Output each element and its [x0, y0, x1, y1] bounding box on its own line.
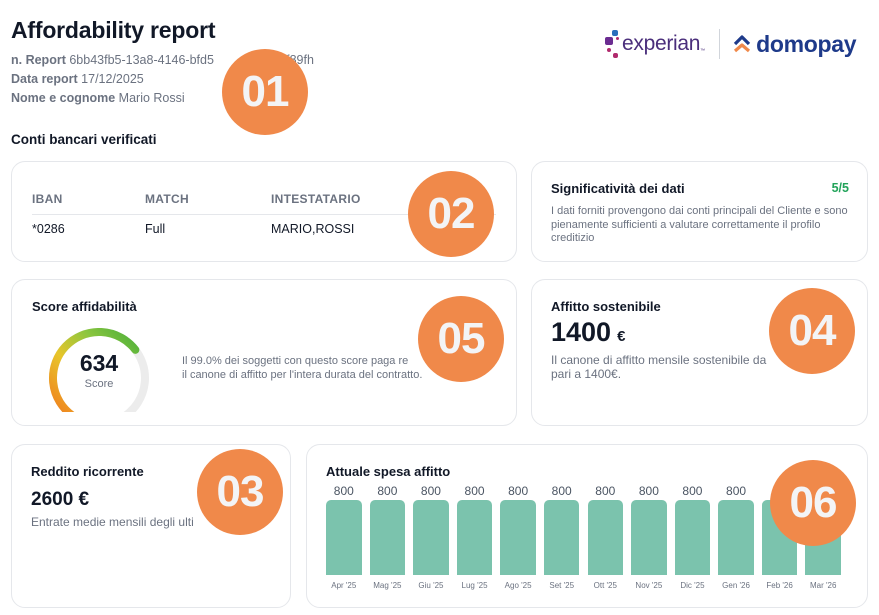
x-tick-label: Gen '26: [722, 581, 750, 590]
x-tick-label: Ott '25: [593, 581, 617, 590]
reliability-score-card: Score affidabilità 634 Score Il 99.0% de…: [11, 279, 517, 426]
score-description: Il 99.0% dei soggetti con questo score p…: [182, 355, 423, 381]
sustainable-rent-value: 1400 €: [551, 317, 626, 347]
income-value: 2600 €: [31, 489, 90, 510]
chart-bar: [500, 500, 536, 575]
score-value: 634: [79, 350, 119, 376]
customer-name: Nome e cognome Mario Rossi: [11, 91, 185, 105]
accounts-section-title: Conti bancari verificati: [11, 132, 157, 147]
column-header-match: MATCH: [145, 192, 189, 206]
partner-logos: experian ™ domopay: [605, 26, 857, 62]
accounts-table: IBAN MATCH INTESTATARIO *0286 Full MARIO…: [32, 192, 496, 236]
x-tick-label: Giu '25: [418, 581, 444, 590]
domopay-chevron-icon: [734, 35, 751, 53]
bar-value-label: 800: [595, 484, 616, 498]
table-row: *0286 Full MARIO,ROSSI: [32, 215, 496, 236]
badge-04: 04: [769, 288, 855, 374]
x-tick-label: Feb '26: [766, 581, 793, 590]
sustainable-rent-description: Il canone di affitto mensile sostenibile…: [551, 353, 767, 381]
income-description: Entrate medie mensili degli ulti: [31, 515, 194, 529]
chart-title: Attuale spesa affitto: [326, 464, 451, 479]
bar-value-label: 800: [638, 484, 659, 498]
score-title: Score affidabilità: [32, 299, 137, 314]
chart-bar: [456, 500, 493, 575]
data-significance-card: Significatività dei dati 5/5 I dati forn…: [531, 161, 868, 262]
table-header: IBAN MATCH INTESTATARIO: [32, 192, 496, 215]
significance-title: Significatività dei dati: [551, 181, 685, 196]
cell-iban: *0286: [32, 222, 65, 236]
currency-symbol: €: [617, 328, 626, 345]
bar-value-label: 800: [682, 484, 703, 498]
badge-02: 02: [408, 171, 494, 257]
score-label: Score: [84, 378, 114, 390]
x-tick-label: Ago '25: [504, 581, 532, 590]
chart-bar: [326, 500, 362, 575]
sustainable-rent-title: Affitto sostenibile: [551, 299, 661, 314]
bar-value-label: 800: [726, 484, 747, 498]
chart-bar: [631, 500, 667, 575]
domopay-wordmark: domopay: [756, 30, 857, 57]
cell-holder: MARIO,ROSSI: [271, 222, 355, 236]
x-tick-label: Mar '26: [809, 581, 837, 590]
chart-bar: [543, 500, 580, 575]
column-header-holder: INTESTATARIO: [271, 192, 361, 206]
report-date-value: 17/12/2025: [81, 72, 144, 86]
domopay-logo: domopay: [732, 30, 857, 58]
chart-bar: [718, 500, 754, 575]
chart-bar: [369, 500, 406, 575]
chart-bar: [413, 500, 449, 575]
bar-value-label: 800: [377, 484, 398, 498]
report-date-label: Data report: [11, 72, 78, 86]
x-tick-label: Dic '25: [680, 581, 705, 590]
income-title: Reddito ricorrente: [31, 464, 144, 479]
chart-bar: [587, 500, 624, 575]
experian-dots-icon: [605, 28, 621, 60]
badge-06: 06: [770, 460, 856, 546]
cell-match: Full: [145, 222, 166, 236]
bar-value-label: 800: [508, 484, 529, 498]
experian-logo: experian ™: [605, 28, 705, 60]
chart-bar: [674, 500, 711, 575]
score-gauge: 634 Score: [40, 328, 158, 420]
x-tick-label: Mag '25: [373, 581, 402, 590]
report-number-value: 6bb43fb5-13a8-4146-bfd5: [69, 53, 214, 67]
accounts-card: IBAN MATCH INTESTATARIO *0286 Full MARIO…: [11, 161, 517, 262]
badge-05: 05: [418, 296, 504, 382]
bar-value-label: 800: [464, 484, 485, 498]
x-tick-label: Apr '25: [331, 581, 357, 590]
badge-03: 03: [197, 449, 283, 535]
customer-name-label: Nome e cognome: [11, 91, 116, 105]
badge-01: 01: [222, 49, 308, 135]
report-date: Data report 17/12/2025: [11, 72, 144, 86]
bar-value-label: 800: [420, 484, 441, 498]
bar-value-label: 800: [333, 484, 354, 498]
gauge-arc: [49, 328, 149, 420]
x-tick-label: Set '25: [549, 581, 575, 590]
gauge-fill: [49, 328, 140, 420]
experian-wordmark: experian: [622, 32, 701, 55]
x-tick-label: Lug '25: [461, 581, 488, 590]
significance-score: 5/5: [831, 181, 849, 195]
page-title: Affordability report: [11, 17, 216, 43]
report-number-label: n. Report: [11, 53, 66, 67]
customer-name-value: Mario Rossi: [118, 91, 185, 105]
significance-description: I dati forniti provengono dai conti prin…: [551, 205, 848, 244]
column-header-iban: IBAN: [32, 192, 63, 206]
bar-value-label: 800: [551, 484, 572, 498]
logo-divider: [719, 29, 721, 59]
x-tick-label: Nov '25: [635, 581, 663, 590]
